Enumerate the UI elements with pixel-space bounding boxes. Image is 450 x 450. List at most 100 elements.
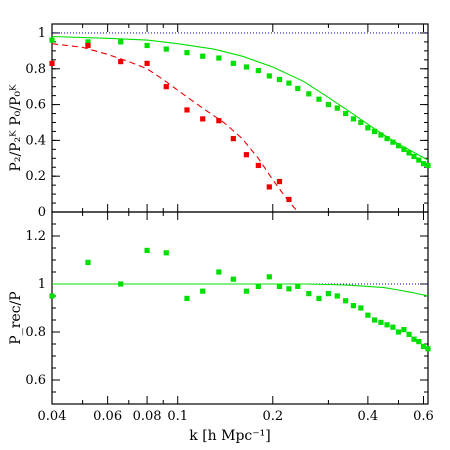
data-point [316,96,322,102]
data-point [276,76,283,83]
data-point [266,73,272,79]
data-point [276,283,283,289]
data-point [286,196,292,203]
data-point [49,293,55,299]
data-point [425,162,431,169]
data-point [334,105,340,111]
data-point [184,50,190,56]
data-point [411,153,417,160]
series-line-1 [52,35,428,161]
data-point [416,339,422,345]
data-point [276,178,283,185]
data-point [325,291,332,297]
data-point [295,85,301,92]
data-point [295,283,301,289]
data-point [420,161,427,167]
data-point [200,53,206,59]
series-line-1 [52,283,428,297]
data-point [230,135,236,142]
y-tick-label: 0.8 [25,325,46,340]
data-point [144,247,150,253]
data-point [200,116,206,122]
data-point [411,336,417,342]
y-tick-label: 0.4 [25,133,46,148]
data-point [255,162,261,169]
data-point [365,125,371,131]
data-point [286,286,292,292]
y-tick-label: 0 [38,205,46,220]
top-ylabel: P₂/P₂ᴷ P₀/P₀ᴷ [8,84,24,172]
data-point [85,39,91,45]
y-tick-label: 0.6 [25,98,46,113]
data-point [243,152,249,158]
data-point [306,91,312,97]
data-point [200,288,206,294]
data-point [401,327,407,333]
data-point [378,319,384,325]
data-point [255,67,261,74]
data-point [184,295,190,301]
top-ylabel-text: P₂/P₂ᴷ P₀/P₀ᴷ [8,84,24,172]
x-tick-label: 0.06 [93,409,122,424]
data-point [390,324,396,330]
data-point [378,132,384,138]
data-point [163,250,169,256]
bottom-ylabel-text: P_rec/P [8,291,24,344]
x-tick-label: 0.6 [413,409,434,424]
data-point [342,110,349,117]
data-point [144,60,150,66]
data-point [85,259,91,265]
data-point [230,276,236,282]
data-point [416,157,422,163]
data-point [230,60,236,66]
y-tick-label: 1.2 [25,229,46,244]
data-point [306,291,312,297]
y-tick-label: 0.8 [25,62,46,77]
data-point [342,298,349,304]
data-point [216,269,222,275]
data-point [395,329,402,335]
x-tick-label: 0.4 [358,409,379,424]
top-panel: 0 0.2 0.4 0.6 0.8 1 [25,23,431,220]
y-tick-label: 1 [38,26,46,41]
data-point [325,101,332,108]
data-point [118,39,124,45]
data-point [316,295,322,301]
data-point [406,331,412,337]
data-point [334,293,340,299]
data-point [350,116,357,122]
data-point [384,322,390,328]
data-point [420,343,427,349]
data-point [406,150,412,156]
data-point [425,346,431,352]
data-point [255,283,261,289]
data-point [401,146,407,152]
series-line-3 [52,43,299,212]
data-point [358,305,364,311]
data-point [184,107,190,113]
data-point [384,135,390,142]
data-point [144,42,150,49]
data-point [266,184,272,190]
data-point [395,143,402,149]
data-point [216,55,222,61]
data-point [350,303,357,309]
x-tick-label: 0.2 [262,409,283,424]
data-point [371,128,378,135]
plot-frame [51,211,429,405]
data-point [243,64,249,70]
y-tick-label: 0.2 [25,169,46,184]
x-tick-label: 0.08 [133,409,162,424]
bottom-ylabel: P_rec/P [8,291,24,344]
y-tick-label: 1 [38,277,46,292]
data-point [390,139,396,145]
data-point [85,42,91,49]
data-point [216,118,222,124]
data-point [49,60,55,66]
data-point [266,274,272,280]
bottom-panel: 0.6 0.8 1 1.2 0.04 0.06 0.08 0.1 0.2 0.4 0.6 [25,211,434,424]
data-point [243,288,249,294]
x-tick-label: 0.04 [38,409,67,424]
x-axis-label: k [h Mpc⁻¹] [189,428,270,444]
